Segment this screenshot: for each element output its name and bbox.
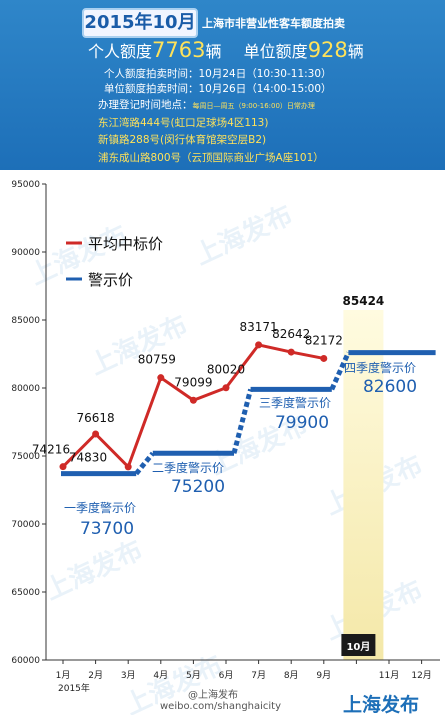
y-tick-label: 75000 <box>11 452 40 462</box>
y-tick-label: 70000 <box>11 520 40 530</box>
time-personal: 个人额度拍卖时间：10月24日（10:30-11:30） <box>104 68 332 80</box>
warning-price-series: 一季度警示价 73700 二季度警示价 75200 三季度警示价 79900 四季度警示价 8… <box>61 350 436 539</box>
average-price-point <box>92 430 100 438</box>
quota-personal-value: 7763 <box>152 38 206 62</box>
quarter-value: 79900 <box>275 413 329 433</box>
x-tick-label: 2月 <box>88 670 103 681</box>
footer-url: weibo.com/shanghaicity <box>160 701 282 712</box>
quota-unit-label: 单位额度 <box>243 42 308 61</box>
average-price-point <box>320 354 328 362</box>
warning-price-transition <box>329 351 351 391</box>
title-date-box: 2015年10月 <box>82 8 198 38</box>
highlight-value-label: 85424 <box>343 294 385 308</box>
quota-personal-label: 个人额度 <box>88 42 153 61</box>
average-price-point <box>189 396 197 404</box>
quota-line: 个人额度7763辆 单位额度928辆 <box>88 38 364 62</box>
y-tick-label: 85000 <box>11 316 40 326</box>
x-tick-label: 5月 <box>186 670 201 681</box>
quarter-label: 一季度警示价 <box>64 500 136 515</box>
quarter-label: 四季度警示价 <box>344 360 416 375</box>
quarter-label: 三季度警示价 <box>259 395 331 410</box>
average-price-point <box>124 463 132 471</box>
warning-price-transition <box>231 388 254 454</box>
office-hours: 每周日—周五（9:00-16:00）日常办理 <box>192 102 315 110</box>
location-1: 东江湾路444号(虹口足球场4区113) <box>98 117 269 129</box>
x-tick-label: 11月 <box>379 670 399 681</box>
watermark-text: 上海发布 <box>40 534 147 606</box>
data-label: 80020 <box>207 363 245 377</box>
average-price-points <box>59 341 328 471</box>
x-tick-label: 3月 <box>121 670 136 681</box>
y-tick-label: 90000 <box>11 248 40 258</box>
x-tick-label: 12月 <box>411 670 431 681</box>
price-chart: 上海发布上海发布上海发布上海发布上海发布上海发布上海发布上海发布 6000065… <box>11 180 440 715</box>
average-price-point <box>59 463 67 471</box>
y-tick-label: 95000 <box>11 180 40 190</box>
data-label: 83171 <box>240 320 278 334</box>
data-label: 80759 <box>138 353 176 367</box>
header-banner: 2015年10月 上海市非营业性客车额度拍卖 个人额度7763辆 单位额度928… <box>0 0 445 170</box>
quarter-value: 75200 <box>171 477 225 497</box>
x-tick-label: 10月 <box>346 641 370 653</box>
annotation-label: 74830 <box>69 450 107 464</box>
average-price-point <box>255 341 263 349</box>
legend-label-avg: 平均中标价 <box>88 235 163 253</box>
watermark-text: 上海发布 <box>190 199 297 271</box>
average-price-point <box>287 348 295 356</box>
legend-label-warn: 警示价 <box>88 271 133 289</box>
x-year-label: 2015年 <box>58 682 90 694</box>
highlight-column <box>343 310 384 660</box>
x-tick-label: 4月 <box>153 670 168 681</box>
average-price-point <box>157 374 165 382</box>
data-label: 82172 <box>305 333 343 347</box>
x-tick-label: 8月 <box>284 670 299 681</box>
y-tick-label: 80000 <box>11 384 40 394</box>
data-label: 76618 <box>77 411 115 425</box>
quota-unit-value: 928 <box>307 38 348 62</box>
x-tick-label: 6月 <box>219 670 234 681</box>
quota-unit-unit: 辆 <box>347 42 364 61</box>
highlight-month-box <box>341 634 376 656</box>
footer-brand: 上海发布 <box>343 694 420 716</box>
warning-price-transition <box>134 451 155 476</box>
average-price-point <box>222 384 230 392</box>
data-label: 79099 <box>174 375 212 389</box>
x-tick-label: 9月 <box>316 670 331 681</box>
watermark-text: 上海发布 <box>85 309 192 381</box>
quarter-value: 82600 <box>363 377 417 397</box>
location-2: 新镇路288号(闵行体育馆架空层B2) <box>98 134 267 146</box>
title-date: 2015年10月 <box>84 12 196 33</box>
quota-personal-unit: 辆 <box>205 42 222 61</box>
x-tick-label: 7月 <box>251 670 266 681</box>
data-label: 82642 <box>272 327 310 341</box>
axes: 60000 65000 70000 75000 80000 85000 90000 95000… <box>11 180 440 694</box>
data-label: 74216 <box>32 443 70 457</box>
office-line: 办理登记时间地点：每周日—周五（9:00-16:00）日常办理 <box>98 97 315 112</box>
quarter-label: 二季度警示价 <box>152 460 224 475</box>
office-label: 办理登记时间地点： <box>98 99 193 111</box>
footer-weibo: @上海发布 <box>188 690 238 701</box>
location-3: 浦东成山路800号（云顶国际商业广场A座101） <box>98 152 324 164</box>
y-tick-label: 60000 <box>11 656 40 666</box>
title-rest: 上海市非营业性客车额度拍卖 <box>202 17 345 30</box>
y-tick-label: 65000 <box>11 588 40 598</box>
quarter-value: 73700 <box>80 519 134 539</box>
x-tick-label: 1月 <box>56 670 71 681</box>
time-unit: 单位额度拍卖时间：10月26日（14:00-15:00） <box>104 83 332 95</box>
